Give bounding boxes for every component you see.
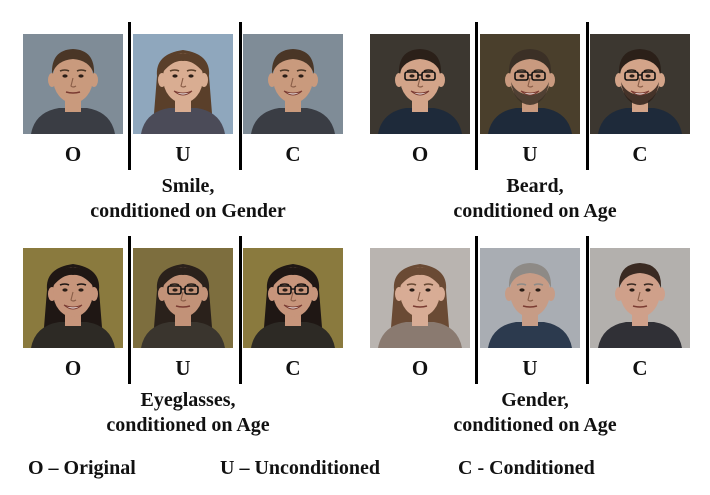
panel-caption: Beard, conditioned on Age — [350, 174, 710, 224]
caption-line-1: Smile, — [161, 175, 215, 197]
face-photo-unconditioned — [133, 248, 233, 348]
divider — [239, 22, 242, 170]
face-photo-unconditioned — [480, 248, 580, 348]
label-conditioned: C — [285, 356, 301, 380]
face-photo-original — [23, 248, 123, 348]
caption-line-2: conditioned on Age — [106, 414, 270, 436]
caption-line-1: Beard, — [506, 175, 564, 197]
label-conditioned: C — [632, 356, 648, 380]
panel-beard: O U C Beard, conditioned on Age — [370, 22, 700, 234]
divider — [475, 22, 478, 170]
portrait-illustration — [590, 34, 690, 134]
label-unconditioned: U — [175, 356, 191, 380]
face-photo-original — [370, 34, 470, 134]
face-photo-original — [370, 248, 470, 348]
face-photo-conditioned — [243, 248, 343, 348]
panel-caption: Eyeglasses, conditioned on Age — [3, 388, 373, 438]
label-conditioned: C — [285, 142, 301, 166]
face-photo-unconditioned — [133, 34, 233, 134]
caption-line-2: conditioned on Age — [453, 414, 617, 436]
caption-line-1: Gender, — [501, 389, 569, 411]
portrait-illustration — [133, 248, 233, 348]
label-unconditioned: U — [522, 356, 538, 380]
label-unconditioned: U — [522, 142, 538, 166]
portrait-illustration — [480, 248, 580, 348]
divider — [586, 236, 589, 384]
panel-gender: O U C Gender, conditioned on Age — [370, 236, 700, 448]
portrait-illustration — [243, 248, 343, 348]
face-photo-conditioned — [590, 34, 690, 134]
label-original: O — [411, 142, 429, 166]
label-unconditioned: U — [175, 142, 191, 166]
divider — [586, 22, 589, 170]
portrait-illustration — [480, 34, 580, 134]
panel-caption: Gender, conditioned on Age — [350, 388, 710, 438]
portrait-illustration — [243, 34, 343, 134]
divider — [239, 236, 242, 384]
portrait-illustration — [133, 34, 233, 134]
face-photo-conditioned — [590, 248, 690, 348]
panel-smile: O U C Smile, conditioned on Gender — [23, 22, 353, 234]
label-original: O — [64, 142, 82, 166]
face-photo-unconditioned — [480, 34, 580, 134]
portrait-illustration — [23, 248, 123, 348]
portrait-illustration — [590, 248, 690, 348]
panel-eyeglasses: O U C Eyeglasses, conditioned on Age — [23, 236, 353, 448]
legend-original: O – Original — [28, 457, 136, 479]
label-original: O — [64, 356, 82, 380]
caption-line-2: conditioned on Gender — [90, 200, 286, 222]
panel-caption: Smile, conditioned on Gender — [3, 174, 373, 224]
legend-conditioned: C - Conditioned — [458, 457, 595, 479]
portrait-illustration — [370, 248, 470, 348]
face-photo-original — [23, 34, 123, 134]
legend-unconditioned: U – Unconditioned — [220, 457, 381, 479]
label-conditioned: C — [632, 142, 648, 166]
caption-line-1: Eyeglasses, — [140, 389, 236, 411]
label-original: O — [411, 356, 429, 380]
divider — [128, 22, 131, 170]
portrait-illustration — [23, 34, 123, 134]
divider — [475, 236, 478, 384]
portrait-illustration — [370, 34, 470, 134]
divider — [128, 236, 131, 384]
face-photo-conditioned — [243, 34, 343, 134]
caption-line-2: conditioned on Age — [453, 200, 617, 222]
